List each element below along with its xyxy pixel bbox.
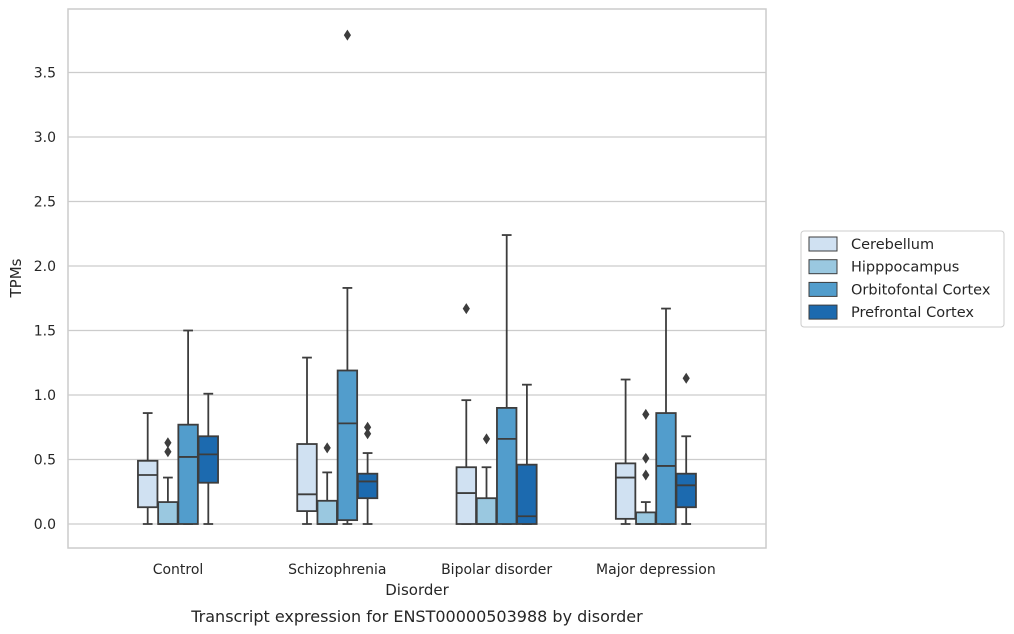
x-tick-label: Major depression bbox=[596, 562, 716, 578]
outlier-point bbox=[462, 303, 470, 315]
legend-frame bbox=[800, 230, 1005, 328]
box-body bbox=[635, 511, 657, 525]
box-body bbox=[336, 369, 359, 522]
box-body bbox=[356, 472, 379, 500]
legend-label: Orbitofontal Cortex bbox=[851, 282, 991, 298]
outlier-point bbox=[364, 428, 372, 440]
series-group bbox=[137, 303, 637, 525]
y-tick-label: 1.5 bbox=[34, 324, 56, 340]
y-tick-labels: 0.0 0.5 1.0 1.5 2.0 2.5 3.0 3.5 bbox=[34, 66, 56, 534]
x-axis-label: Disorder bbox=[385, 581, 449, 599]
box bbox=[356, 421, 379, 525]
legend-swatch bbox=[808, 259, 838, 275]
box-body bbox=[455, 466, 477, 525]
y-tick-label: 2.5 bbox=[34, 195, 56, 211]
box-body bbox=[157, 501, 179, 525]
outlier-point bbox=[343, 29, 351, 41]
outlier-point bbox=[642, 452, 650, 464]
outlier-point bbox=[164, 446, 172, 458]
plot-frame bbox=[67, 8, 767, 549]
outlier-point bbox=[364, 421, 372, 433]
series-group bbox=[157, 408, 657, 525]
box-body bbox=[316, 499, 338, 525]
legend-swatch bbox=[808, 236, 838, 252]
box bbox=[157, 437, 179, 525]
series-group bbox=[197, 372, 697, 525]
box bbox=[197, 392, 219, 525]
box-body bbox=[296, 443, 318, 512]
box bbox=[655, 307, 677, 525]
y-tick-label: 0.0 bbox=[34, 517, 56, 533]
box bbox=[296, 356, 318, 525]
box bbox=[137, 412, 159, 525]
figure-caption: Transcript expression for ENST0000050398… bbox=[190, 607, 643, 626]
outlier-point bbox=[482, 433, 491, 445]
y-tick-label: 3.5 bbox=[34, 66, 56, 82]
legend-swatch bbox=[808, 281, 838, 297]
box bbox=[675, 372, 697, 525]
legend-swatch bbox=[808, 304, 838, 320]
legend-label: Hipppocampus bbox=[851, 260, 959, 276]
outlier-point bbox=[323, 442, 331, 454]
box-body bbox=[516, 463, 538, 525]
y-axis-label: TPMs bbox=[7, 258, 25, 298]
box bbox=[316, 442, 338, 525]
box-body bbox=[655, 412, 677, 525]
y-tick-label: 3.0 bbox=[34, 130, 56, 146]
outlier-point bbox=[164, 437, 172, 449]
legend-label: Prefrontal Cortex bbox=[851, 305, 974, 321]
x-tick-labels: Control Schizophrenia Bipolar disorder Majo… bbox=[153, 562, 716, 578]
box-body bbox=[496, 406, 518, 525]
box bbox=[336, 29, 359, 525]
box bbox=[516, 383, 538, 525]
legend-label: Cerebellum bbox=[851, 237, 934, 253]
box bbox=[455, 303, 477, 525]
series-group bbox=[177, 29, 677, 525]
box-body bbox=[475, 497, 498, 525]
box-series bbox=[137, 29, 697, 525]
outlier-point bbox=[642, 469, 650, 481]
box-body bbox=[177, 423, 199, 525]
x-tick-label: Control bbox=[153, 562, 204, 578]
box-body bbox=[197, 435, 219, 484]
box bbox=[475, 433, 498, 525]
legend: Cerebellum Hipppocampus Orbitofontal Corte… bbox=[800, 230, 1005, 328]
y-tick-label: 2.0 bbox=[34, 259, 56, 275]
box-body bbox=[614, 462, 637, 520]
box-body bbox=[137, 459, 159, 509]
box bbox=[614, 378, 637, 525]
y-tick-label: 0.5 bbox=[34, 453, 56, 469]
x-tick-label: Bipolar disorder bbox=[441, 562, 552, 578]
y-tick-label: 1.0 bbox=[34, 388, 56, 404]
outlier-point bbox=[642, 408, 650, 420]
box-body bbox=[675, 472, 697, 509]
x-tick-label: Schizophrenia bbox=[288, 562, 386, 578]
outlier-point bbox=[682, 372, 690, 384]
